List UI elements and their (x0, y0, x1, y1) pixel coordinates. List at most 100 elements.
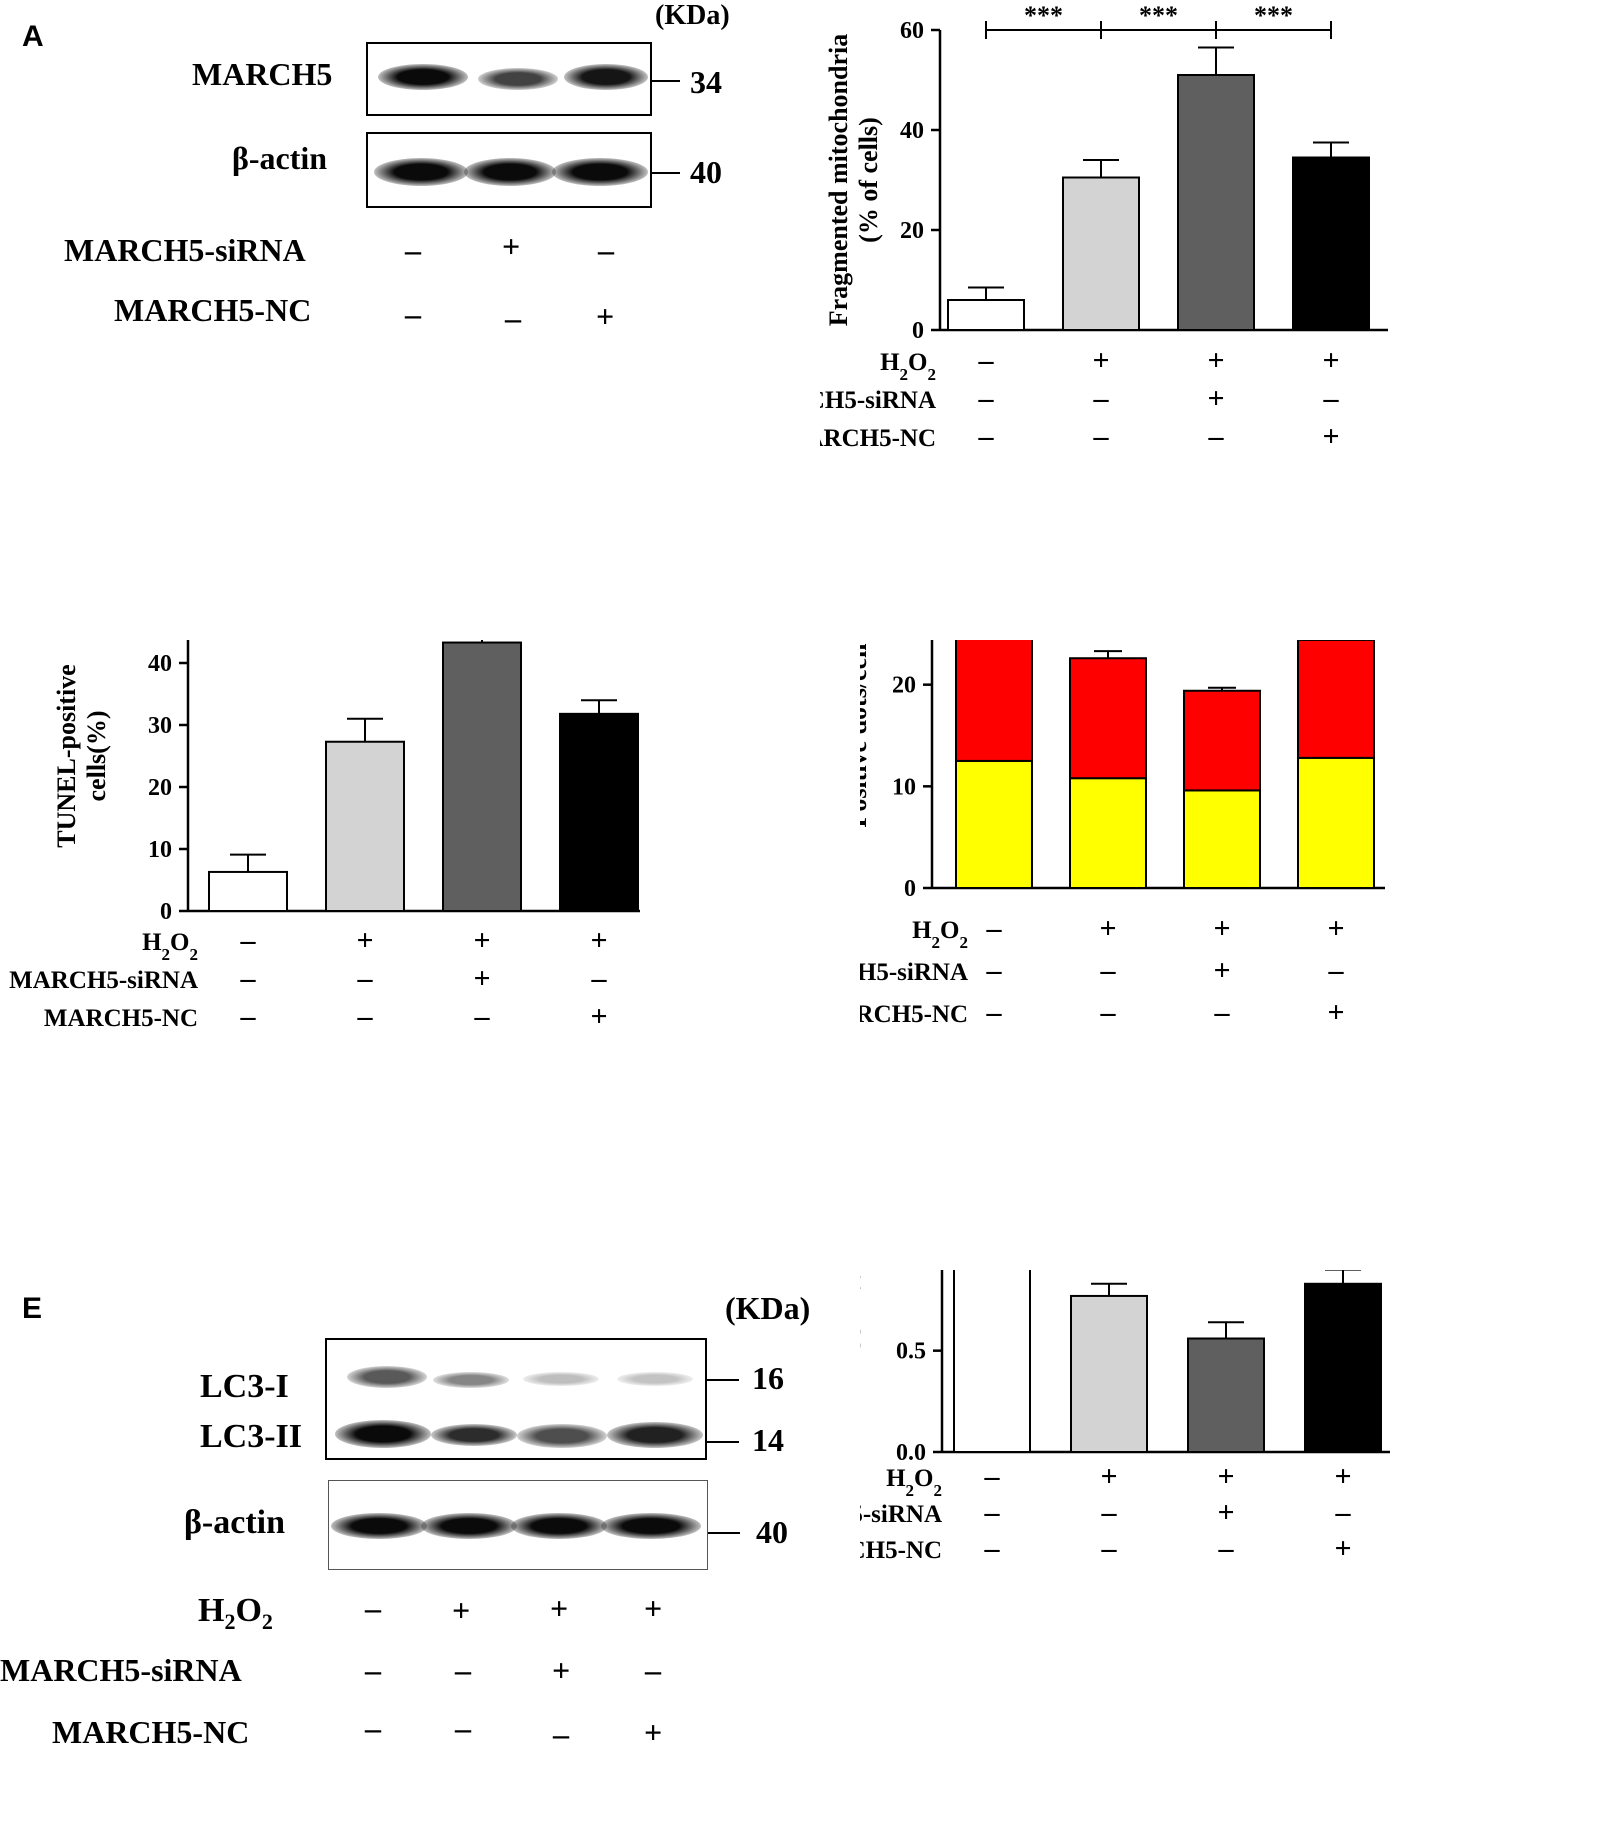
blot-band (517, 1424, 607, 1448)
bar (208, 870, 288, 913)
y-tick-label: 20 (900, 218, 924, 244)
blot-band (331, 1513, 427, 1539)
kda-tick (652, 172, 680, 174)
condition-mark: + (473, 924, 490, 957)
blot-band (552, 158, 648, 186)
condition-label: MARCH5-NC (44, 1005, 198, 1032)
condition-mark: – (984, 1460, 1001, 1493)
condition-mark: + (1322, 420, 1339, 453)
y-tick-label: 30 (148, 713, 172, 739)
condition-mark: – (978, 420, 995, 453)
condition-label: MARCH5-NC (114, 292, 312, 328)
condition-label: MARCH5-NC (820, 425, 936, 452)
blot-row-label: β-actin (184, 1504, 286, 1541)
blot-band (523, 1372, 599, 1386)
condition-mark: – (978, 344, 995, 377)
bar (947, 299, 1025, 331)
y-tick-label: 0.0 (896, 1440, 926, 1466)
bar (1183, 789, 1261, 889)
condition-mark: + (550, 1590, 569, 1626)
condition-mark: + (1213, 954, 1230, 987)
condition-mark: + (1327, 996, 1344, 1029)
condition-mark: + (590, 1000, 607, 1033)
blot-band (347, 1366, 427, 1388)
condition-mark: + (1100, 1460, 1117, 1493)
blot-band (374, 158, 468, 186)
significance-label: *** (1139, 1, 1178, 30)
condition-mark: + (502, 228, 521, 264)
condition-mark: – (978, 382, 995, 415)
blot-band (478, 68, 558, 90)
y-axis-label: (% of cells) (854, 117, 883, 243)
condition-label: H2O2 (880, 349, 936, 384)
y-axis-label: TUNEL-positive (52, 664, 81, 847)
condition-mark: – (591, 962, 608, 995)
condition-label: H2O2 (142, 929, 198, 964)
condition-mark: + (1334, 1460, 1351, 1493)
condition-mark: – (1328, 954, 1345, 987)
condition-mark: – (365, 1710, 381, 1746)
condition-label: H2O2 (886, 1465, 942, 1500)
blot-band (464, 158, 556, 186)
y-tick-label: 0.5 (896, 1339, 926, 1365)
condition-mark: + (1217, 1496, 1234, 1529)
bar (1183, 689, 1261, 792)
condition-mark: – (405, 296, 421, 332)
panel-label: A (22, 20, 44, 53)
blot-band (511, 1513, 607, 1539)
y-axis-label: Positive dots/cell (860, 643, 872, 827)
condition-mark: – (1214, 996, 1231, 1029)
y-tick-label: 10 (148, 837, 172, 863)
condition-mark: – (1323, 382, 1340, 415)
blot-band (607, 1422, 703, 1448)
condition-mark: + (1217, 1460, 1234, 1493)
bar (953, 1270, 1031, 1454)
condition-mark: – (984, 1532, 1001, 1565)
blot-row-label: LC3-II (200, 1418, 303, 1455)
blot-row-label: β-actin (232, 140, 328, 176)
blot-band (564, 64, 648, 90)
condition-mark: – (1335, 1496, 1352, 1529)
condition-label: MARCH5-siRNA (64, 232, 306, 268)
condition-label: MARCH5-NC (52, 1714, 250, 1750)
y-tick-label: 0 (904, 876, 916, 902)
condition-mark: + (1213, 912, 1230, 945)
blot-band (378, 64, 468, 90)
blot-band (421, 1513, 517, 1539)
condition-label: MARCH5-siRNA (820, 387, 936, 414)
blot-lc3 (325, 1338, 707, 1460)
bar (1069, 657, 1147, 780)
condition-mark: – (455, 1652, 471, 1688)
kda-tick (652, 80, 680, 82)
condition-mark: + (644, 1714, 663, 1750)
blot-band (431, 1424, 517, 1446)
condition-mark: – (365, 1652, 381, 1688)
condition-mark: – (365, 1590, 381, 1626)
kda-label: (KDa) (725, 1290, 811, 1326)
y-tick-label: 40 (900, 118, 924, 144)
kda-value: 40 (756, 1514, 788, 1550)
condition-mark: – (1100, 996, 1117, 1029)
kda-tick (707, 1379, 739, 1381)
condition-label: MARCH5-siRNA (0, 1652, 242, 1688)
condition-label: H2O2 (198, 1592, 273, 1634)
y-tick-label: 60 (900, 18, 924, 44)
kda-tick (707, 1441, 739, 1443)
condition-mark: + (1207, 344, 1224, 377)
condition-mark: – (984, 1496, 1001, 1529)
panel-a: A (KDa) MARCH5 34 β-actin 40 MARCH5-siRN… (0, 0, 780, 360)
condition-mark: – (1208, 420, 1225, 453)
significance-label: *** (1254, 1, 1293, 30)
condition-mark: + (1327, 912, 1344, 945)
y-tick-label: 0 (912, 318, 924, 344)
significance-label: *** (1024, 1, 1063, 30)
blot-row-label: LC3-I (200, 1368, 289, 1405)
condition-mark: + (452, 1592, 471, 1628)
condition-mark: + (1334, 1532, 1351, 1565)
bar (1177, 74, 1255, 331)
condition-mark: – (505, 300, 521, 336)
bar (1069, 777, 1147, 889)
bar (1070, 1294, 1148, 1453)
condition-mark: – (1093, 382, 1110, 415)
